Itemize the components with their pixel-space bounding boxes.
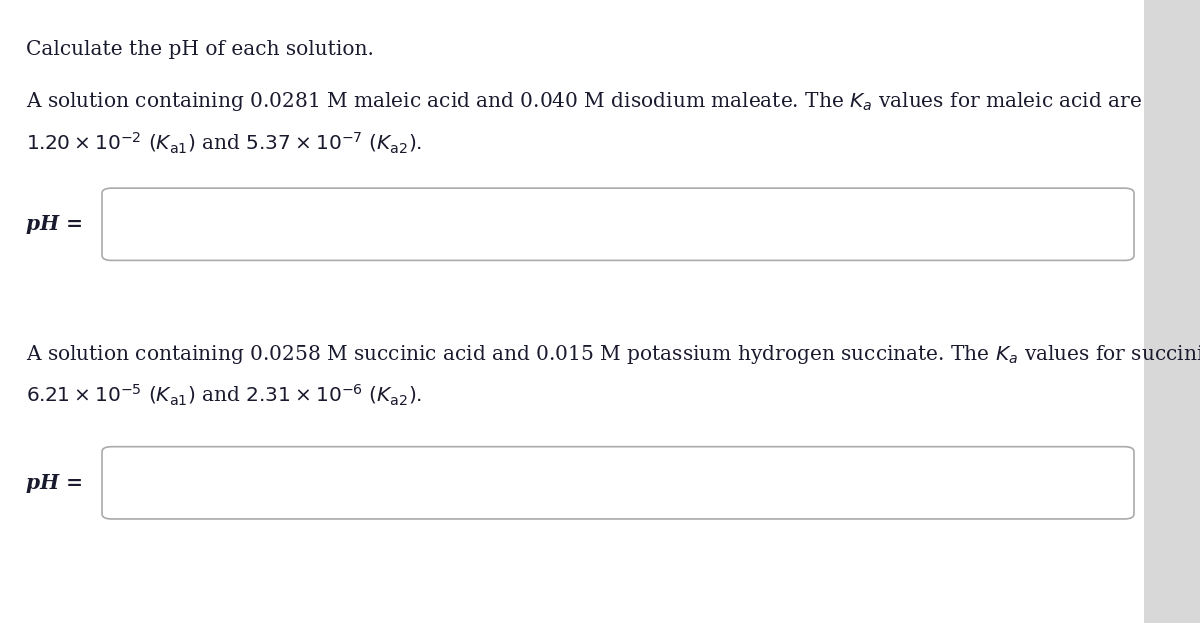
Text: A solution containing 0.0258 M succinic acid and 0.015 M potassium hydrogen succ: A solution containing 0.0258 M succinic … [26,343,1200,366]
Text: $1.20 \times 10^{-2}\ (K_{\mathrm{a1}})$ and $5.37 \times 10^{-7}\ (K_{\mathrm{a: $1.20 \times 10^{-2}\ (K_{\mathrm{a1}})$… [26,131,422,156]
Text: pH =: pH = [26,214,84,234]
Text: $6.21 \times 10^{-5}\ (K_{\mathrm{a1}})$ and $2.31 \times 10^{-6}\ (K_{\mathrm{a: $6.21 \times 10^{-5}\ (K_{\mathrm{a1}})$… [26,383,422,408]
Text: A solution containing 0.0281 M maleic acid and 0.040 M disodium maleate. The $K_: A solution containing 0.0281 M maleic ac… [26,90,1142,113]
Text: Calculate the pH of each solution.: Calculate the pH of each solution. [26,40,374,59]
Text: pH =: pH = [26,473,84,493]
